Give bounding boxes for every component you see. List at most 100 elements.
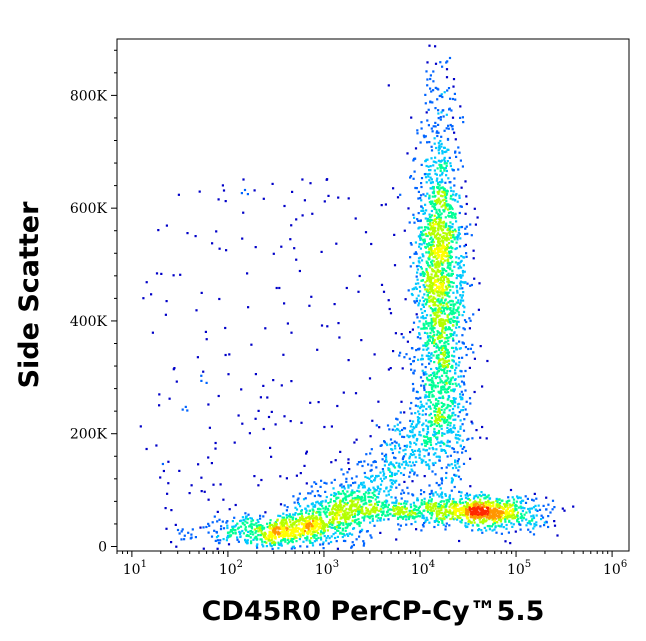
event-point xyxy=(371,419,374,422)
event-point xyxy=(242,518,245,522)
event-point xyxy=(444,509,448,512)
event-point xyxy=(328,504,331,508)
event-point xyxy=(402,336,405,339)
event-point xyxy=(440,299,443,302)
event-point xyxy=(244,520,247,523)
event-point xyxy=(431,259,434,262)
event-point xyxy=(433,350,436,354)
event-point xyxy=(354,217,357,220)
event-point xyxy=(476,524,479,527)
event-point xyxy=(390,471,394,475)
event-point xyxy=(446,455,449,458)
event-point xyxy=(450,378,453,382)
event-point xyxy=(345,507,348,511)
event-point xyxy=(368,503,371,506)
event-point xyxy=(174,523,177,526)
event-point xyxy=(355,503,358,506)
event-point xyxy=(458,262,461,265)
event-point xyxy=(373,490,376,493)
event-point xyxy=(369,534,372,537)
event-point xyxy=(447,225,450,228)
event-point xyxy=(468,519,471,522)
event-point xyxy=(464,180,467,183)
event-point xyxy=(437,244,440,247)
event-point xyxy=(459,301,462,304)
event-point xyxy=(323,524,327,527)
event-point xyxy=(472,508,475,511)
event-point xyxy=(439,332,442,335)
event-point xyxy=(220,525,223,528)
event-point xyxy=(426,425,430,428)
event-point xyxy=(504,511,507,514)
event-point xyxy=(333,494,336,498)
event-point xyxy=(162,469,165,473)
event-point xyxy=(324,505,328,508)
event-point xyxy=(425,314,429,317)
event-point xyxy=(430,149,434,152)
event-point xyxy=(417,190,420,193)
event-point xyxy=(535,524,538,527)
event-point xyxy=(386,511,389,514)
event-point xyxy=(423,455,426,458)
event-point xyxy=(269,532,273,535)
event-point xyxy=(236,536,239,539)
event-point xyxy=(472,313,475,316)
event-point xyxy=(291,532,294,535)
event-point xyxy=(392,350,395,353)
event-point xyxy=(383,464,386,467)
event-point xyxy=(445,375,448,378)
event-point xyxy=(452,281,455,284)
event-point xyxy=(419,337,422,340)
event-point xyxy=(429,246,433,249)
event-point xyxy=(446,498,450,501)
event-point xyxy=(426,264,430,267)
event-point xyxy=(441,195,444,198)
event-point xyxy=(388,508,392,511)
event-point xyxy=(375,466,378,469)
event-point xyxy=(440,145,443,148)
event-point xyxy=(306,535,309,538)
event-point xyxy=(443,432,446,435)
event-point xyxy=(316,521,319,524)
event-point xyxy=(459,494,462,497)
event-point xyxy=(458,340,461,343)
event-point xyxy=(503,503,506,506)
event-point xyxy=(445,270,448,273)
event-point xyxy=(457,320,460,323)
event-point xyxy=(425,463,428,466)
event-point xyxy=(393,501,396,504)
event-point xyxy=(481,519,485,522)
event-point xyxy=(253,189,256,192)
event-point xyxy=(373,460,376,463)
event-point xyxy=(488,528,491,531)
event-point xyxy=(425,251,428,254)
event-point xyxy=(481,513,484,516)
event-point xyxy=(427,347,430,350)
event-point xyxy=(342,473,345,476)
event-point xyxy=(313,540,316,543)
event-point xyxy=(498,510,501,513)
event-point xyxy=(407,513,410,517)
event-point xyxy=(440,255,444,259)
event-point xyxy=(505,523,508,527)
event-point xyxy=(372,510,375,513)
event-point xyxy=(295,540,298,543)
event-point xyxy=(448,417,451,420)
event-point xyxy=(442,261,445,264)
event-point xyxy=(425,376,429,379)
event-point xyxy=(430,236,433,239)
event-point xyxy=(447,390,450,394)
event-point xyxy=(326,178,329,181)
event-point xyxy=(316,531,320,535)
event-point xyxy=(307,505,310,508)
event-point xyxy=(277,530,280,533)
event-point xyxy=(387,503,390,506)
event-point xyxy=(356,508,359,511)
event-point xyxy=(283,538,286,541)
event-point xyxy=(365,506,368,510)
event-point xyxy=(254,246,257,249)
event-point xyxy=(412,360,415,363)
event-point xyxy=(419,194,423,197)
event-point xyxy=(362,544,365,547)
event-point xyxy=(228,508,231,511)
